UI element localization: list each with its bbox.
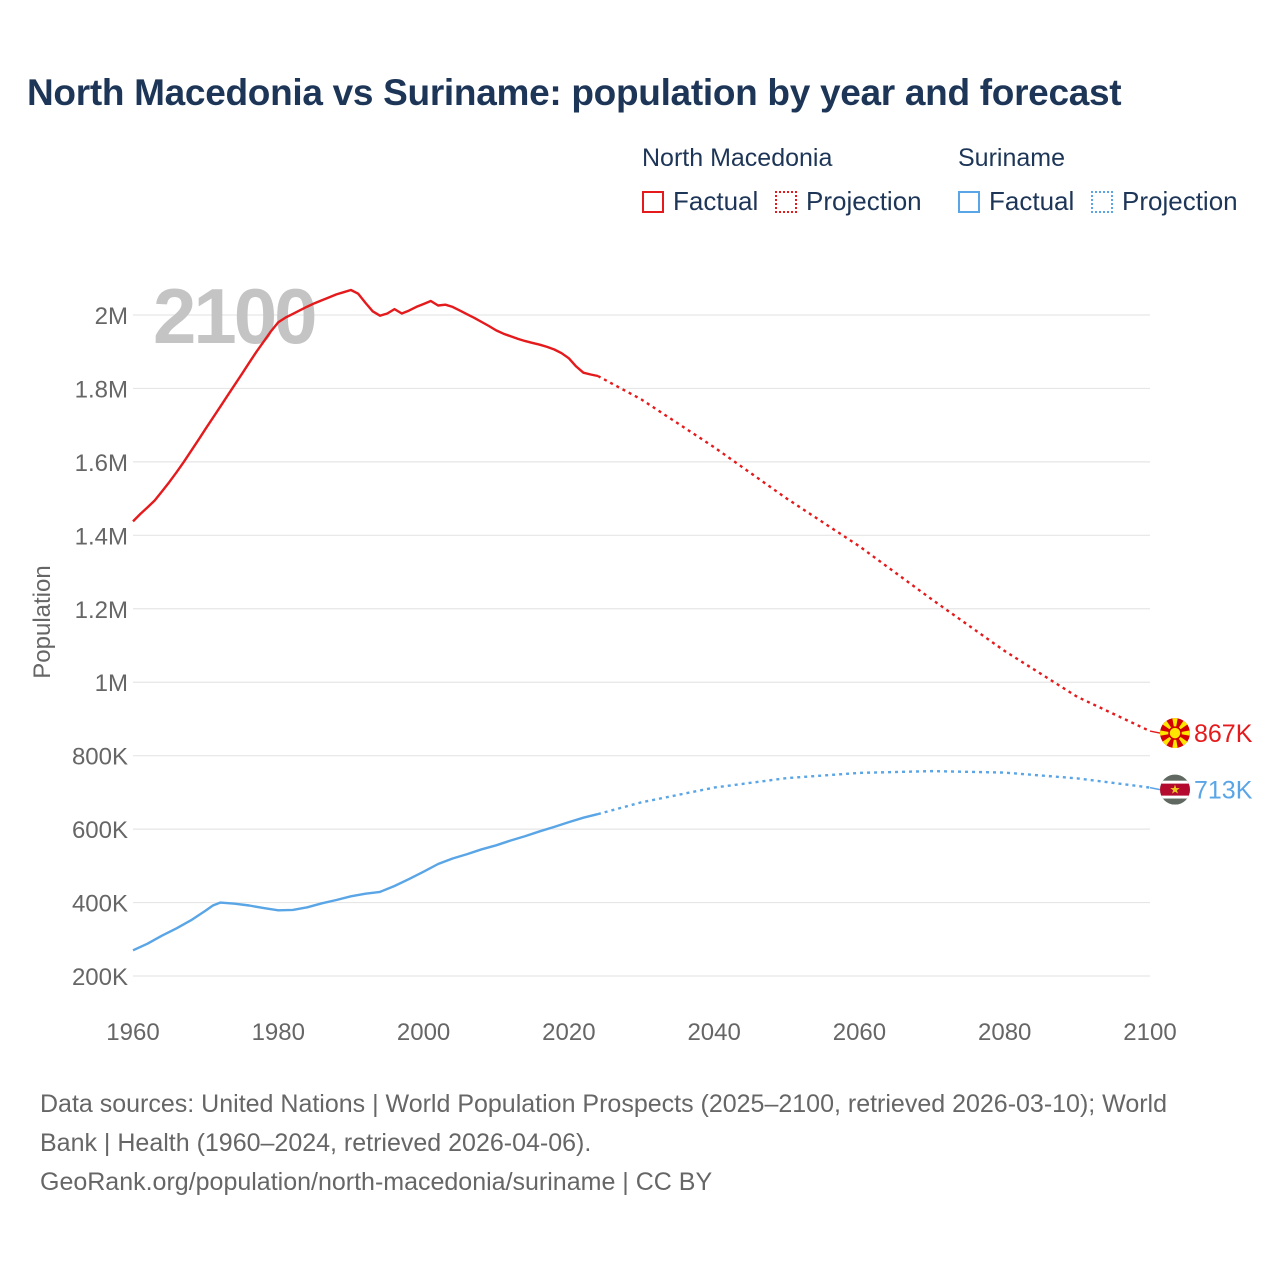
gridlines bbox=[133, 314, 1150, 977]
legend-group-north-macedonia: North Macedonia bbox=[642, 144, 833, 172]
legend-swatch-solid bbox=[642, 190, 664, 213]
legend-swatch-dotted bbox=[1091, 190, 1113, 213]
chart-title: North Macedonia vs Suriname: population … bbox=[27, 72, 1122, 113]
y-tick-label: 1.2M bbox=[75, 597, 128, 624]
end-value-label: 713K bbox=[1194, 777, 1253, 805]
x-tick-label: 2000 bbox=[397, 1019, 450, 1046]
footer-line-1: Data sources: United Nations | World Pop… bbox=[40, 1090, 1168, 1118]
y-tick-label: 200K bbox=[72, 964, 128, 991]
y-axis-label: Population bbox=[29, 565, 56, 678]
series-lines bbox=[132, 288, 1151, 952]
series-line-north-macedonia-projection bbox=[597, 374, 1151, 733]
footer-line-3: GeoRank.org/population/north-macedonia/s… bbox=[40, 1168, 713, 1196]
y-tick-label: 1.6M bbox=[75, 450, 128, 477]
x-axis-ticks: 1960 1980 2000 2020 2040 2060 2080 2100 bbox=[106, 1019, 1176, 1046]
legend-group-suriname: Suriname bbox=[958, 144, 1065, 172]
series-line-suriname-factual bbox=[132, 812, 599, 952]
x-tick-label: 1960 bbox=[106, 1019, 159, 1046]
y-tick-label: 1.4M bbox=[75, 523, 128, 550]
legend-suriname-projection[interactable]: Projection bbox=[1091, 186, 1238, 217]
legend-label: Projection bbox=[1122, 186, 1238, 216]
footer-sources: Data sources: United Nations | World Pop… bbox=[40, 1085, 1240, 1202]
legend-label: Projection bbox=[806, 186, 922, 216]
end-markers: 867K 713K bbox=[1149, 718, 1253, 805]
x-tick-label: 2020 bbox=[542, 1019, 595, 1046]
suriname-flag-icon bbox=[1160, 774, 1190, 805]
y-tick-label: 600K bbox=[72, 817, 128, 844]
legend-label: Factual bbox=[989, 186, 1075, 216]
legend-swatch-dotted bbox=[775, 190, 797, 213]
end-connector bbox=[1149, 730, 1161, 734]
y-tick-label: 800K bbox=[72, 744, 128, 771]
y-tick-label: 400K bbox=[72, 891, 128, 918]
x-tick-label: 2080 bbox=[978, 1019, 1031, 1046]
series-line-north-macedonia-factual bbox=[132, 288, 599, 523]
y-tick-label: 1M bbox=[95, 670, 128, 697]
legend-suriname-factual[interactable]: Factual bbox=[958, 186, 1074, 217]
y-tick-label: 2M bbox=[95, 303, 128, 330]
end-value-label: 867K bbox=[1194, 720, 1253, 748]
end-connector bbox=[1149, 786, 1161, 791]
legend-north-macedonia-factual[interactable]: Factual bbox=[642, 186, 758, 217]
footer-line-2: Bank | Health (1960–2024, retrieved 2026… bbox=[40, 1129, 592, 1157]
x-tick-label: 2040 bbox=[687, 1019, 740, 1046]
x-tick-label: 1980 bbox=[252, 1019, 305, 1046]
x-tick-label: 2100 bbox=[1123, 1019, 1176, 1046]
legend-label: Factual bbox=[673, 186, 759, 216]
legend-north-macedonia-projection[interactable]: Projection bbox=[775, 186, 922, 217]
series-line-suriname-projection bbox=[597, 769, 1151, 816]
y-tick-label: 1.8M bbox=[75, 376, 128, 403]
y-axis-ticks: 200K 400K 600K 800K 1M 1.2M 1.4M 1.6M 1.8M 2M bbox=[72, 303, 128, 991]
legend-swatch-solid bbox=[958, 190, 980, 213]
x-tick-label: 2060 bbox=[833, 1019, 886, 1046]
